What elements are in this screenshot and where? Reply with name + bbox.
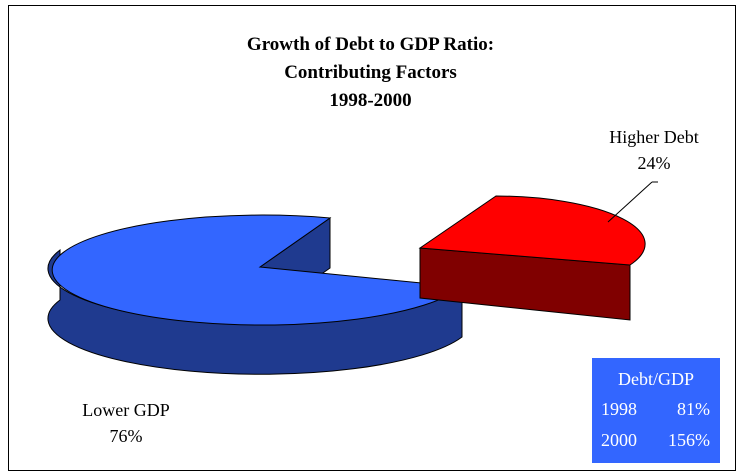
table-cell-year: 1998 bbox=[601, 399, 637, 419]
leader-line-higher-debt bbox=[607, 181, 653, 223]
slice-higher-debt-top bbox=[418, 195, 646, 266]
label-higher-debt-name: Higher Debt bbox=[609, 127, 699, 147]
table-cell-year: 2000 bbox=[601, 430, 637, 450]
slice-higher-debt bbox=[418, 195, 646, 321]
table-row: 2000 156% bbox=[592, 425, 720, 456]
debt-gdp-table-header: Debt/GDP bbox=[618, 369, 694, 389]
slice-lower-gdp-top bbox=[51, 214, 464, 326]
label-higher-debt-pct: 24% bbox=[637, 153, 671, 173]
table-row: 1998 81% bbox=[592, 394, 720, 425]
debt-gdp-table: Debt/GDP 1998 81% 2000 156% bbox=[592, 358, 720, 463]
chart-title-line-3: 1998-2000 bbox=[329, 90, 412, 111]
chart-title-line-1: Growth of Debt to GDP Ratio: bbox=[246, 34, 495, 55]
label-higher-debt: Higher Debt 24% bbox=[592, 124, 716, 176]
table-cell-value: 156% bbox=[668, 430, 710, 450]
label-lower-gdp: Lower GDP 76% bbox=[58, 397, 194, 449]
label-lower-gdp-pct: 76% bbox=[109, 426, 143, 446]
table-cell-value: 81% bbox=[677, 399, 710, 419]
slice-lower-gdp bbox=[47, 214, 464, 375]
chart-title-line-2: Contributing Factors bbox=[284, 62, 457, 83]
label-lower-gdp-name: Lower GDP bbox=[82, 400, 170, 420]
